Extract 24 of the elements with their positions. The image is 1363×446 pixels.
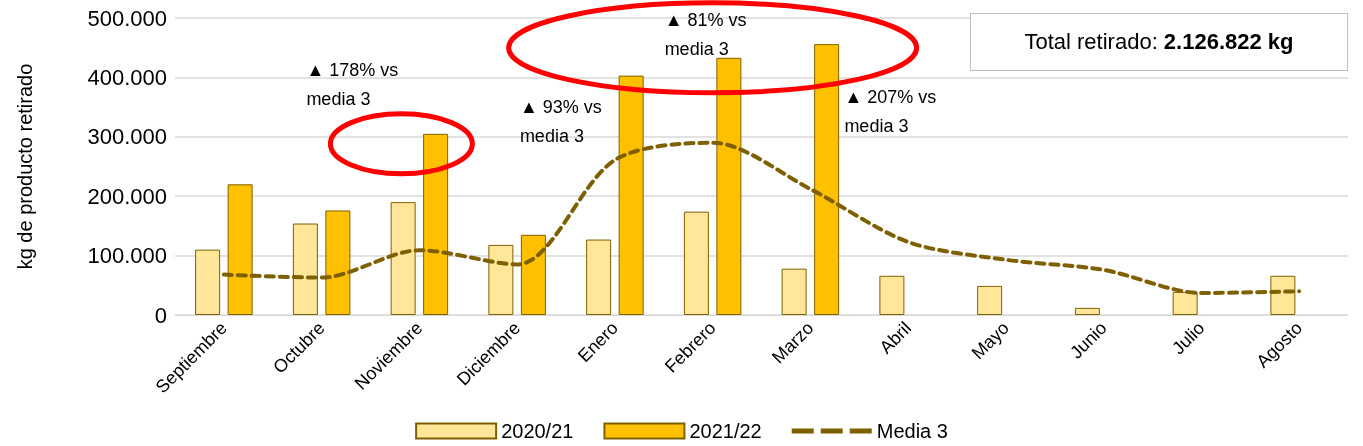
y-tick-label: 400.000 — [87, 64, 167, 90]
bar — [781, 268, 807, 315]
bar — [586, 239, 612, 315]
y-tick-label: 300.000 — [87, 124, 167, 150]
legend-label: Media 3 — [876, 420, 948, 442]
y-axis-title: kg de producto retirado — [14, 63, 36, 270]
legend-label: 2020/21 — [501, 420, 574, 442]
text-box: Total retirado: 2.126.822 kg — [970, 13, 1348, 71]
bar — [879, 275, 905, 315]
bar — [195, 249, 221, 315]
annotation: ▲ 207% vs media 3 — [844, 86, 942, 136]
annotation: ▲ 178% vs media 3 — [306, 60, 404, 110]
bar — [977, 285, 1003, 315]
y-tick-label: 500.000 — [87, 5, 167, 31]
y-tick-label: 100.000 — [87, 243, 167, 269]
y-tick-label: 0 — [154, 302, 167, 328]
bar — [1074, 307, 1100, 315]
annotation: ▲ 93% vs media 3 — [519, 97, 607, 147]
annotation: ▲ 81% vs media 3 — [664, 10, 752, 60]
y-tick-label: 200.000 — [87, 183, 167, 209]
bar — [683, 211, 709, 315]
x-tick-label: Julio — [1168, 317, 1209, 359]
annotation: Total retirado: 2.126.822 kg — [1024, 29, 1294, 55]
legend-label: 2021/22 — [689, 420, 762, 442]
